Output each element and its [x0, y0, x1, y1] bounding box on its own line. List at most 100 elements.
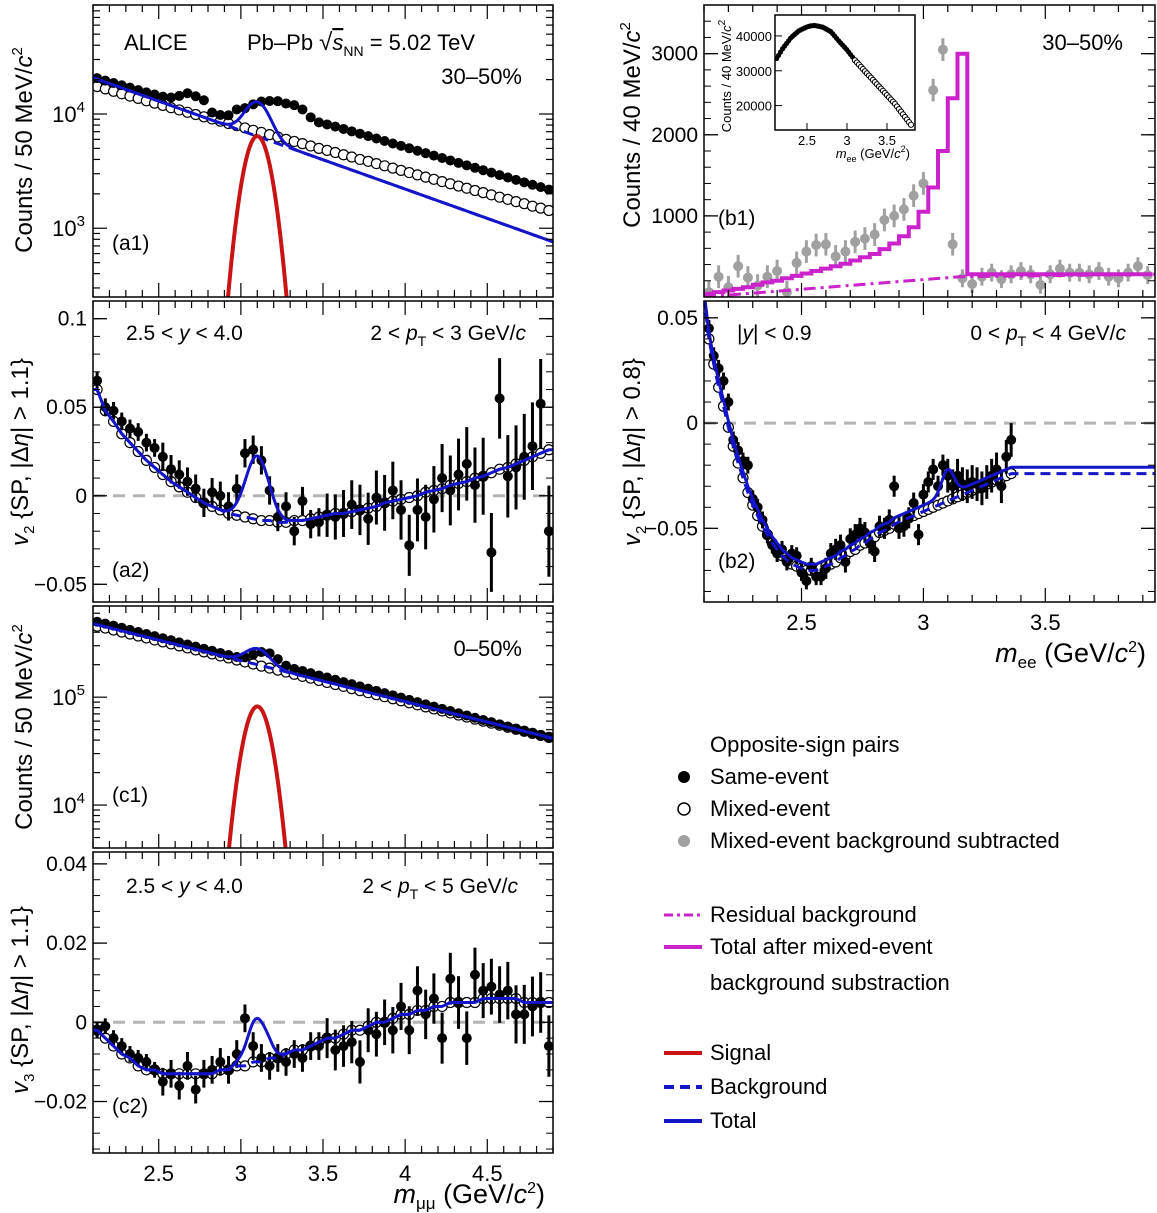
inset-frame — [774, 14, 916, 131]
same-event-point — [281, 1056, 292, 1067]
b1-tick-label: 3000 — [651, 43, 698, 66]
plot-area-a1 — [93, 73, 553, 297]
same-event-point — [346, 499, 357, 510]
same-event-point — [453, 469, 464, 480]
ee-x-axis-title-part: c — [1115, 638, 1129, 668]
inset-y-tick-label: 20000 — [736, 99, 772, 114]
same-event-point — [371, 492, 382, 503]
same-event-point — [996, 481, 1007, 492]
panel-label-c1: (c1) — [112, 784, 148, 807]
same-event-point — [486, 167, 497, 178]
same-event-point — [338, 123, 349, 134]
centrality-label: 30–50% — [1042, 30, 1123, 55]
energy-label-part: √ — [319, 29, 333, 56]
same-event-point — [330, 121, 341, 132]
rapidity-label-part: y — [177, 322, 191, 345]
rapidity-label-part: y — [740, 322, 754, 345]
same-event-point — [297, 665, 308, 676]
c2-x-tick-label: 3.5 — [308, 1161, 339, 1186]
same-event-point — [796, 567, 807, 578]
same-event-point — [1006, 434, 1017, 445]
a1-decade-label: 104 — [52, 99, 85, 127]
pt-label-part: p — [405, 322, 418, 345]
same-event-point — [231, 483, 242, 494]
same-event-point — [918, 489, 929, 500]
pt-label-part: c — [1116, 322, 1127, 345]
bkg-subtracted-point — [772, 266, 783, 277]
same-event-point — [363, 131, 374, 142]
c1-decade-label: 105 — [52, 682, 85, 710]
same-event-point — [174, 90, 185, 101]
same-event-point — [297, 496, 308, 507]
blue-dashed-line-icon — [664, 1085, 702, 1089]
c2-x-tick-label: 4.5 — [472, 1161, 503, 1186]
same-event-point — [494, 170, 505, 181]
inset-y-tick-label: 40000 — [736, 29, 772, 44]
c1-y-axis-title-part: c — [11, 632, 38, 644]
same-event-point — [428, 494, 439, 505]
gray-circle-icon — [678, 835, 690, 847]
mumu-x-axis-title-part: (GeV/ — [436, 1179, 515, 1209]
same-event-point — [231, 104, 242, 115]
experiment-label: ALICE — [124, 30, 188, 55]
same-event-point — [371, 133, 382, 144]
same-event-point — [404, 143, 415, 154]
same-event-point — [198, 95, 209, 106]
same-event-point — [182, 88, 193, 99]
same-event-point — [486, 547, 497, 558]
same-event-point — [816, 571, 827, 582]
same-event-point — [305, 112, 316, 123]
mumu-x-axis-title-part: m — [393, 1179, 416, 1209]
same-event-point — [502, 985, 513, 996]
same-event-point — [371, 1029, 382, 1040]
same-event-point — [519, 177, 530, 188]
c2-y-axis-title-part: η — [7, 981, 34, 994]
legend-label-background: Background — [710, 1074, 828, 1099]
same-event-point — [535, 398, 546, 409]
pt-label-part: < 3 GeV/ — [426, 322, 515, 345]
same-event-point — [108, 405, 119, 416]
b1-y-axis-title-part: c — [619, 30, 646, 42]
same-event-point — [190, 483, 201, 494]
same-event-point — [428, 150, 439, 161]
same-event-point — [289, 100, 300, 111]
same-event-point — [387, 1025, 398, 1036]
bkg-subtracted-point — [869, 229, 880, 240]
a2-tick-label: −0.05 — [34, 573, 87, 596]
ee-x-axis-title-part: 2 — [1128, 639, 1137, 656]
same-event-point — [174, 469, 185, 480]
same-event-point — [248, 444, 259, 455]
same-event-point — [469, 480, 480, 491]
background-curve — [704, 301, 1155, 572]
same-event-point — [928, 464, 939, 475]
inset-y-tick-label: 30000 — [736, 64, 772, 79]
bkg-subtracted-point — [967, 279, 978, 290]
bkg-subtracted-point — [898, 204, 909, 215]
same-event-point — [396, 140, 407, 151]
same-event-point — [215, 110, 226, 121]
bkg-subtracted-point — [791, 257, 802, 268]
rapidity-label: 2.5 < y < 4.0 — [126, 875, 243, 898]
bkg-subtracted-point — [733, 261, 744, 272]
pt-label-part: 2 < — [362, 875, 398, 898]
pt-label-part: T — [1018, 333, 1027, 349]
b2-y-axis-title-part: 2 — [633, 526, 650, 534]
legend-label-same-event: Same-event — [710, 764, 829, 789]
same-event-point — [182, 476, 193, 487]
a2-tick-label: 0.05 — [46, 396, 87, 419]
b2-tick-label: −0.05 — [645, 517, 698, 540]
same-event-point — [412, 504, 423, 515]
panel-label-c2: (c2) — [112, 1095, 148, 1118]
same-event-point — [354, 1056, 365, 1067]
same-event-point — [445, 155, 456, 166]
same-event-point — [469, 969, 480, 980]
plot-area-c2 — [93, 947, 553, 1104]
bkg-subtracted-point — [801, 246, 812, 257]
a1-decade-label: 103 — [52, 213, 85, 241]
same-event-point — [379, 136, 390, 147]
rapidity-label: 2.5 < y < 4.0 — [126, 322, 243, 345]
a2-y-axis-title: v2 {SP, |Δη| > 1.1} — [7, 358, 38, 546]
a1-y-axis-title-part: Counts / 50 MeV/ — [11, 67, 38, 253]
same-event-point — [898, 521, 909, 532]
inset-x-axis-title-part: ) — [906, 146, 910, 161]
